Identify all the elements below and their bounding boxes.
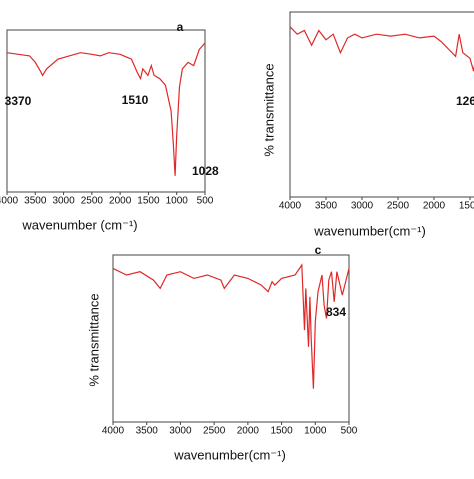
x-axis-label: wavenumber (cm⁻¹)	[21, 217, 137, 232]
x-tick-label: 4000	[102, 426, 125, 437]
x-tick-label: 1500	[137, 196, 160, 207]
peak-label: 3370	[5, 94, 32, 108]
x-tick-label: 1000	[166, 196, 189, 207]
chart: 4000 3500 3000 2500 2000 1500 wavenumber(cm⁻¹)…	[261, 11, 474, 238]
x-tick-label: 4000	[279, 201, 302, 212]
y-axis-label: % transmittance	[86, 293, 101, 386]
x-axis-label: wavenumber(cm⁻¹)	[173, 447, 286, 462]
y-axis-label: % transmittance	[261, 63, 276, 156]
x-tick-label: 3000	[351, 201, 374, 212]
x-tick-label: 2000	[423, 201, 446, 212]
x-tick-label: 3000	[169, 426, 192, 437]
plot-frame	[112, 254, 350, 423]
x-tick-label: 2500	[203, 426, 226, 437]
peak-label: 1510	[122, 93, 149, 107]
panel-label: a	[177, 20, 184, 34]
panel-label: c	[315, 243, 322, 257]
x-tick-label: 3500	[136, 426, 159, 437]
x-tick-label: 2500	[387, 201, 410, 212]
x-tick-label: 1000	[304, 426, 327, 437]
peak-label: 126	[456, 94, 474, 108]
x-tick-label: 3500	[315, 201, 338, 212]
plot-frame	[289, 11, 474, 198]
x-tick-label: 3000	[52, 196, 75, 207]
x-tick-label: 500	[197, 196, 214, 207]
peak-label: 834	[326, 305, 346, 319]
x-tick-label: 2500	[81, 196, 104, 207]
x-tick-label: 3500	[24, 196, 47, 207]
chart: 4000 3500 3000 2500 2000 1500 1000 500 wavenumbe…	[0, 20, 219, 232]
peak-label: 1028	[192, 164, 219, 178]
x-axis-label: wavenumber(cm⁻¹)	[313, 223, 426, 238]
spectrum-line	[112, 263, 350, 389]
x-tick-label: 2000	[109, 196, 132, 207]
spectrum-line	[289, 26, 474, 72]
plot-frame	[6, 29, 206, 193]
x-tick-label: 2000	[237, 426, 260, 437]
x-tick-label: 4000	[0, 196, 19, 207]
x-tick-label: 1500	[459, 201, 474, 212]
chart: 4000 3500 3000 2500 2000 1500 1000 500 wavenumbe…	[86, 243, 357, 462]
x-tick-label: 1500	[270, 426, 293, 437]
x-tick-label: 500	[341, 426, 358, 437]
spectrum-line	[6, 42, 206, 176]
